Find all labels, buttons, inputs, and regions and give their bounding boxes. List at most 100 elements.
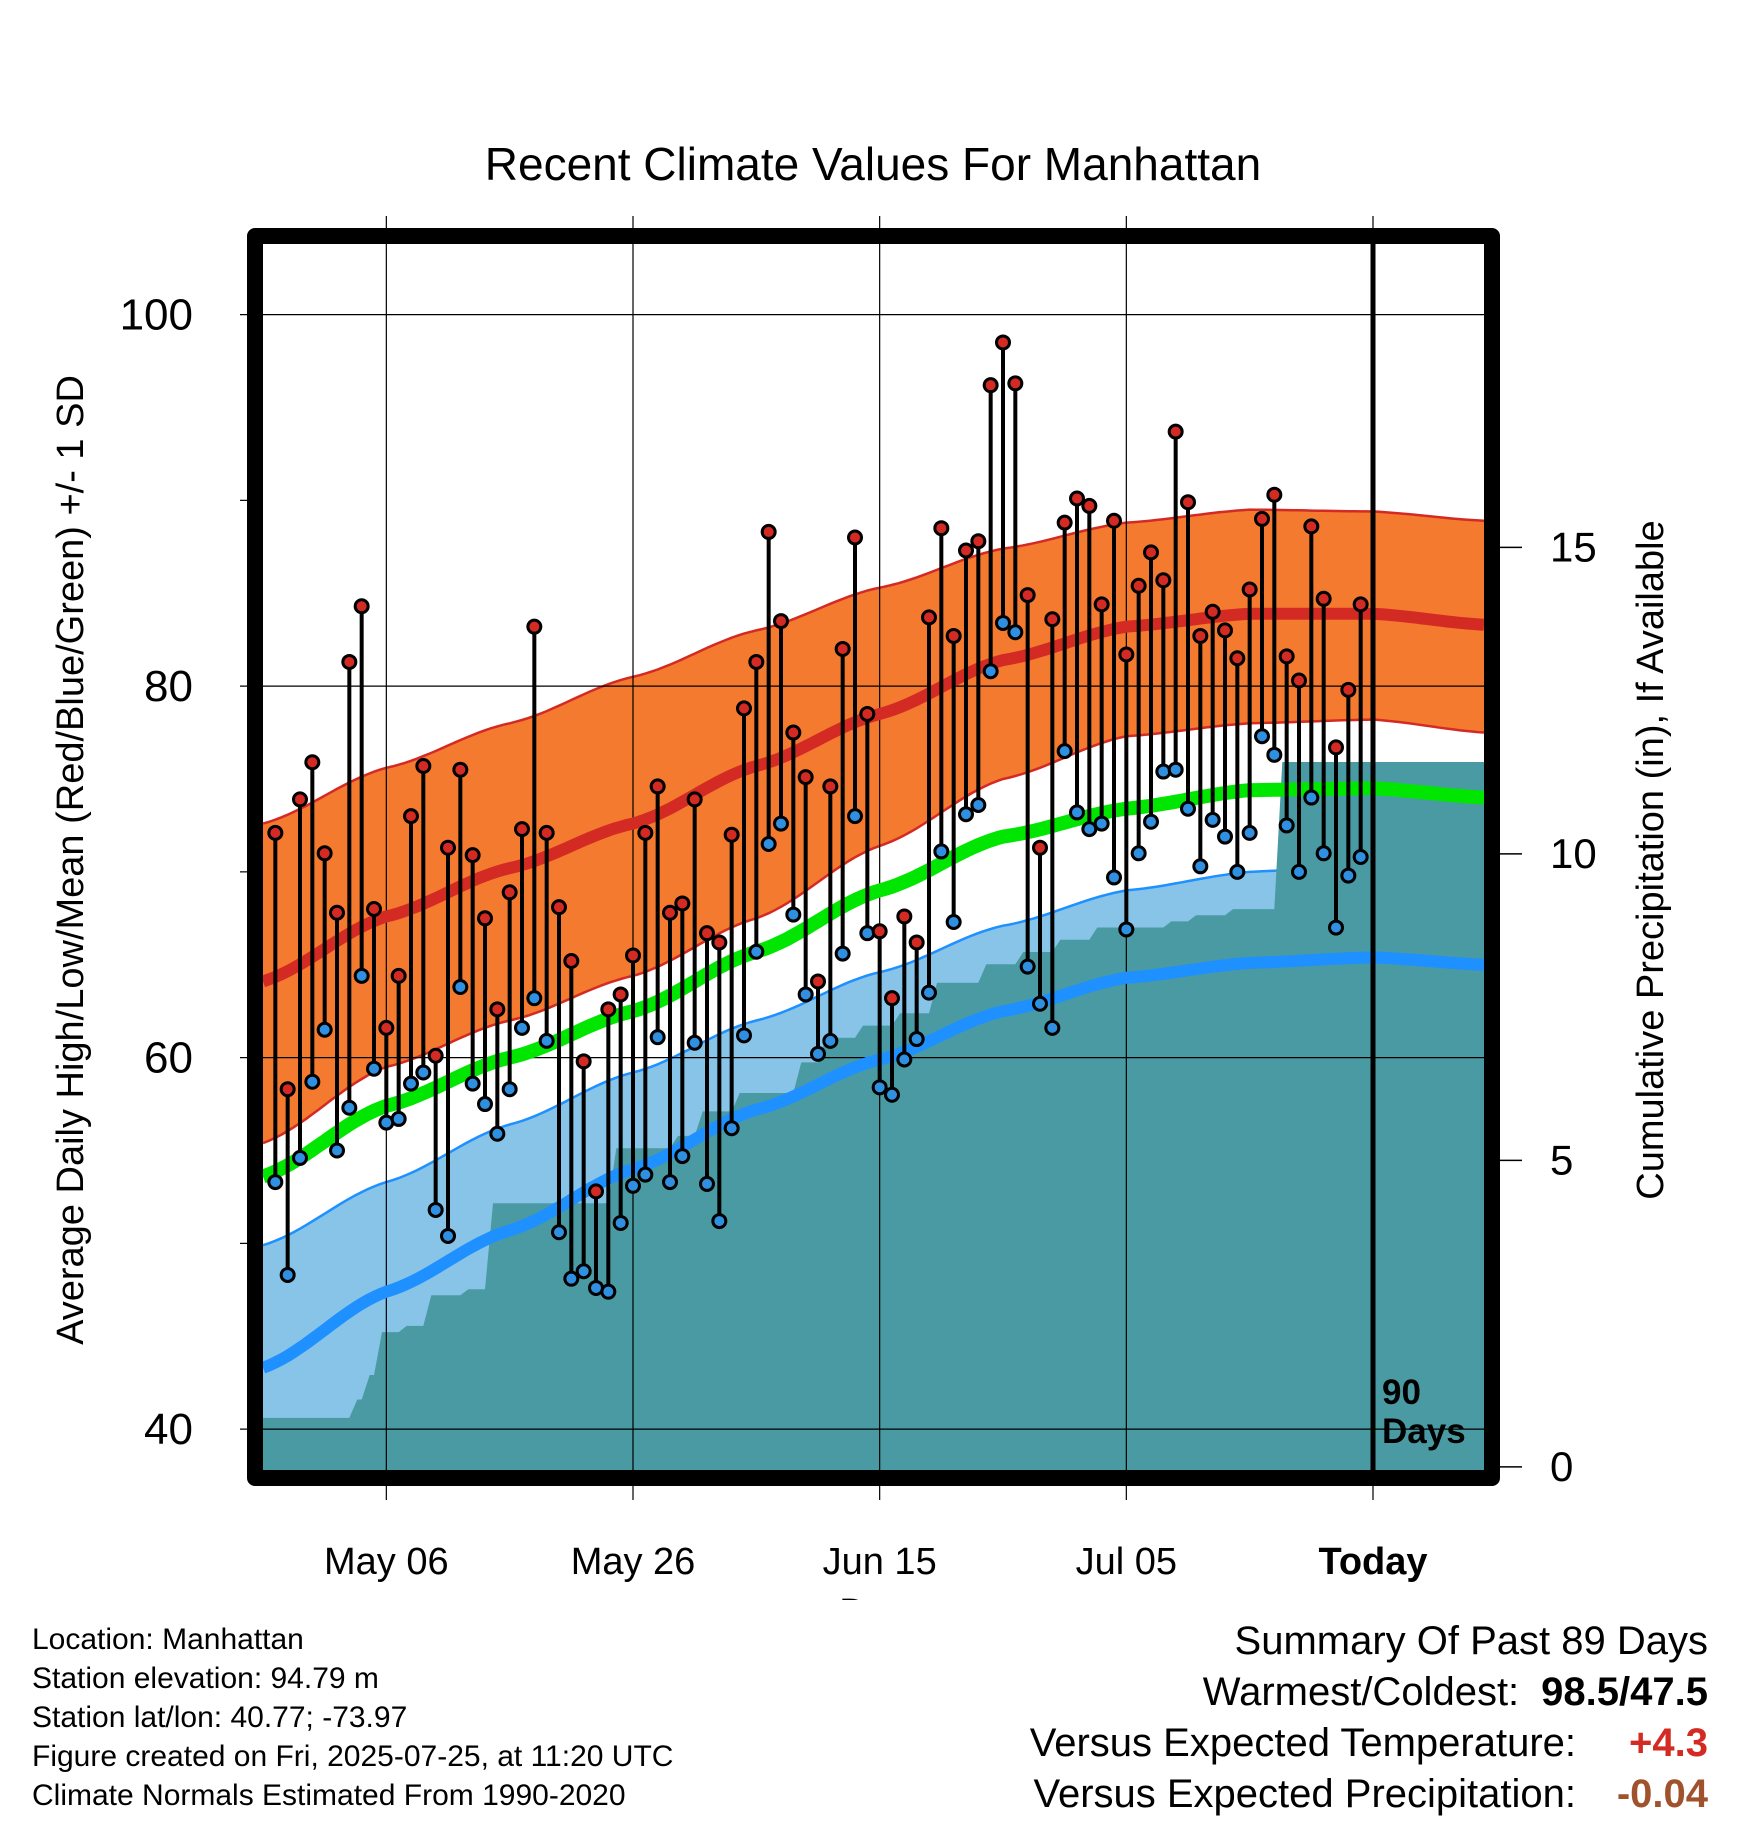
- y2-tick-label: 10: [1550, 830, 1597, 877]
- low-point: [1192, 858, 1209, 875]
- high-point: [810, 973, 826, 990]
- high-point: [477, 910, 493, 927]
- high-point: [304, 754, 321, 771]
- high-point: [748, 653, 765, 670]
- x-tick-label: May 26: [571, 1541, 696, 1583]
- low-point: [760, 835, 777, 852]
- low-point: [896, 1051, 913, 1068]
- high-point: [1180, 494, 1196, 511]
- high-point: [662, 904, 678, 921]
- high-point: [563, 953, 580, 970]
- low-point: [674, 1148, 691, 1165]
- high-point: [686, 791, 703, 808]
- low-point: [625, 1177, 641, 1194]
- low-point: [1032, 995, 1048, 1012]
- high-sd-band: [263, 509, 1484, 1144]
- location-text: Location: Manhattan: [32, 1623, 304, 1656]
- precip-label: Versus Expected Precipitation:: [1033, 1772, 1576, 1816]
- x-tick-label: Jun 15: [823, 1541, 937, 1583]
- summary-panel: Summary Of Past 89 Days Warmest/Coldest:…: [1030, 1616, 1708, 1820]
- high-point: [403, 808, 419, 825]
- created-text: Figure created on Fri, 2025-07-25, at 11…: [32, 1740, 674, 1773]
- low-point: [1266, 746, 1283, 763]
- high-point: [834, 640, 851, 657]
- y-tick-label: 40: [144, 1405, 193, 1454]
- low-point: [748, 943, 765, 960]
- low-point: [1130, 845, 1147, 862]
- high-point: [329, 904, 345, 921]
- normals-text: Climate Normals Estimated From 1990-2020: [32, 1779, 626, 1812]
- low-point: [1118, 921, 1135, 938]
- low-point: [452, 979, 469, 996]
- high-point: [736, 700, 752, 717]
- high-point: [723, 826, 740, 843]
- low-point: [267, 1174, 284, 1191]
- high-point: [427, 1047, 444, 1064]
- low-point: [1155, 763, 1172, 780]
- high-point: [464, 847, 481, 864]
- plot-border: [247, 228, 1500, 1486]
- temp-row: Versus Expected Temperature: +4.3: [1030, 1718, 1708, 1769]
- high-point: [958, 542, 974, 559]
- low-point: [1180, 800, 1196, 817]
- high-point: [1155, 572, 1172, 589]
- low-point: [822, 1032, 839, 1049]
- low-point: [514, 1019, 530, 1036]
- latlon-text: Station lat/lon: 40.77; -73.97: [32, 1701, 408, 1734]
- low-point: [551, 1224, 567, 1241]
- low-point: [810, 1045, 826, 1062]
- low-point: [1019, 958, 1036, 975]
- high-point: [822, 778, 839, 795]
- low-point: [403, 1075, 419, 1092]
- high-point: [884, 990, 900, 1007]
- high-band-upper-edge: [263, 508, 1484, 825]
- high-point: [1204, 603, 1221, 620]
- precip-row: Versus Expected Precipitation: -0.04: [1030, 1769, 1708, 1820]
- summary-heading: Summary Of Past 89 Days: [1234, 1619, 1708, 1663]
- high-point: [440, 839, 456, 856]
- low-point: [773, 815, 789, 832]
- high-point: [699, 925, 715, 942]
- high-point: [847, 529, 863, 546]
- low-point: [600, 1283, 617, 1300]
- station-info: Location: Manhattan Station elevation: 9…: [32, 1620, 673, 1815]
- x-tick-label: May 06: [324, 1541, 449, 1583]
- high-point: [415, 757, 432, 774]
- today-days-label-2: Days: [1382, 1412, 1466, 1451]
- high-point: [711, 934, 728, 951]
- high-point: [538, 824, 555, 841]
- x-tick-label: Jul 05: [1076, 1541, 1177, 1583]
- low-point: [736, 1027, 752, 1044]
- low-point: [921, 984, 937, 1001]
- high-point: [1254, 510, 1270, 527]
- chart-title: Recent Climate Values For Manhattan: [485, 138, 1261, 190]
- high-point: [526, 618, 543, 635]
- high-point: [1291, 672, 1307, 689]
- low-point: [366, 1060, 382, 1077]
- high-point: [945, 627, 962, 644]
- low-point: [649, 1029, 666, 1046]
- high-point: [674, 895, 691, 912]
- low-point: [1143, 813, 1159, 830]
- y2-axis-label: Cumulative Precipitation (in), If Availa…: [1630, 520, 1672, 1199]
- low-point: [1291, 863, 1307, 880]
- high-point: [489, 1001, 506, 1018]
- low-point: [427, 1201, 444, 1218]
- high-point: [649, 778, 666, 795]
- axes: 40 60 80 100 0 5 10 15 May 06 May 26 Jun 15 Jul 05 T…: [120, 291, 1597, 1583]
- low-point: [538, 1032, 555, 1049]
- high-point: [1081, 497, 1098, 514]
- low-point: [1204, 811, 1221, 828]
- high-point: [575, 1053, 592, 1070]
- y-tick-label: 100: [120, 291, 193, 340]
- high-point: [1032, 839, 1048, 856]
- warmest-coldest-label: Warmest/Coldest:: [1202, 1670, 1520, 1714]
- low-point: [970, 796, 987, 813]
- plot-frame: [247, 228, 1500, 1486]
- warmest-coldest-row: Warmest/Coldest: 98.5/47.5: [1030, 1667, 1708, 1718]
- low-point: [329, 1142, 345, 1159]
- low-point: [871, 1079, 888, 1096]
- y2-tick-label: 15: [1550, 523, 1597, 570]
- high-point: [1352, 596, 1369, 613]
- high-point: [933, 520, 950, 537]
